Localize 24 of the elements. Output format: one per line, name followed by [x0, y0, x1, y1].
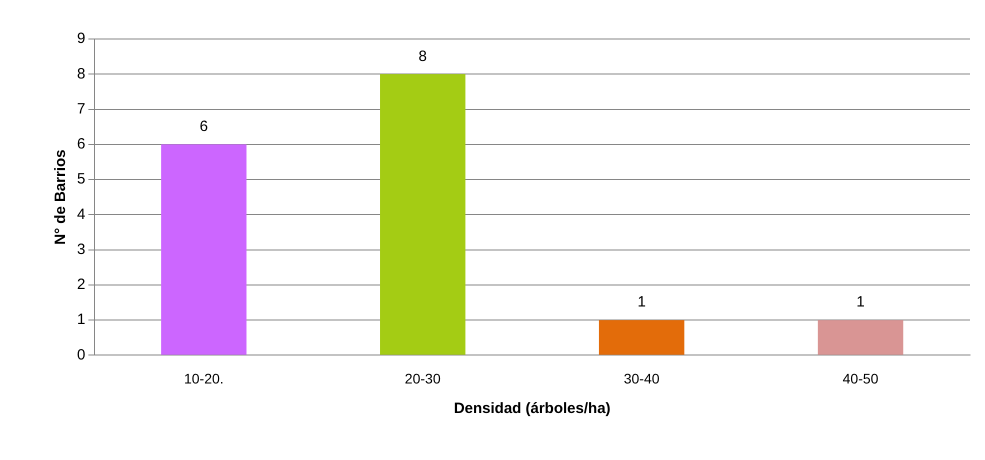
bar: [598, 320, 684, 355]
x-axis-title: Densidad (árboles/ha): [454, 400, 611, 418]
y-tick-label: 7: [77, 100, 86, 118]
y-tick-label: 3: [77, 240, 86, 258]
x-tick-label: 20-30: [404, 370, 441, 386]
y-tick-label: 4: [77, 206, 86, 223]
y-tick-label: 5: [77, 170, 86, 188]
data-label: 1: [856, 294, 865, 311]
y-tick-label: 1: [77, 311, 86, 328]
y-tick-label: 2: [77, 276, 86, 294]
bar: [161, 144, 246, 355]
data-label: 1: [637, 294, 646, 311]
x-tick-label: 30-40: [624, 370, 660, 386]
y-tick-label: 0: [77, 346, 86, 364]
x-tick-label: 10-20.: [184, 370, 224, 386]
y-axis-title: N° de Barrios: [52, 150, 70, 245]
bar: [380, 74, 466, 355]
bar: [818, 320, 904, 355]
data-label: 8: [418, 48, 427, 65]
y-tick-label: 9: [77, 30, 86, 48]
x-tick-label: 40-50: [842, 370, 879, 386]
y-tick-label: 6: [77, 136, 86, 153]
data-label: 6: [200, 118, 208, 136]
y-tick-label: 8: [77, 65, 86, 82]
